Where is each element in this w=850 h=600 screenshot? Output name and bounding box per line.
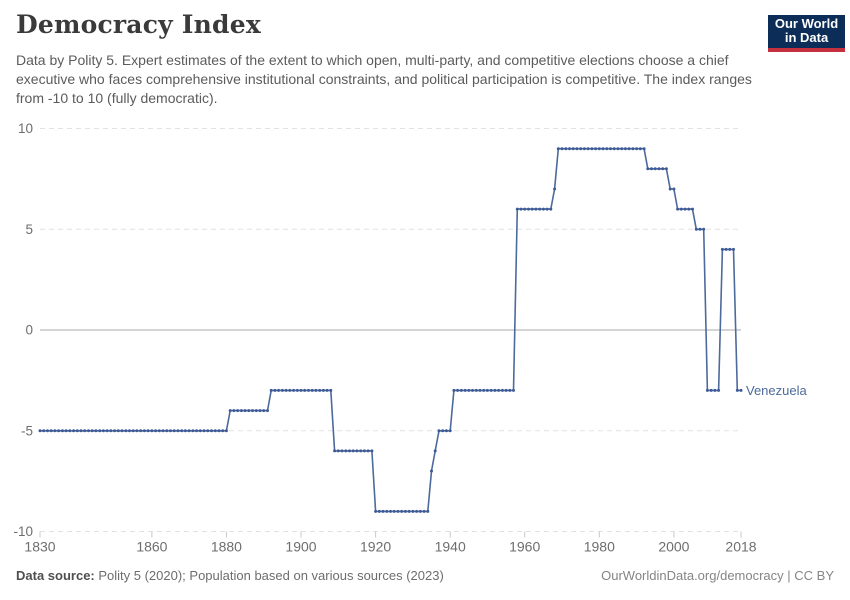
- x-axis-label: 1960: [509, 539, 540, 555]
- owid-logo-line2: in Data: [784, 30, 829, 45]
- y-axis-label: -10: [13, 524, 33, 539]
- x-axis-label: 1940: [435, 539, 466, 555]
- data-source-label: Data source:: [16, 568, 95, 583]
- x-axis-label: 1860: [136, 539, 167, 555]
- owid-logo[interactable]: Our World in Data: [768, 15, 845, 52]
- venezuela-data-points[interactable]: [38, 147, 743, 513]
- x-axis-label: 1880: [211, 539, 242, 555]
- x-axis-label: 2018: [725, 539, 756, 555]
- y-axis-label: 5: [25, 222, 33, 237]
- data-source-text: Polity 5 (2020); Population based on var…: [94, 568, 444, 583]
- owid-url-license-link[interactable]: OurWorldinData.org/democracy | CC BY: [601, 568, 834, 583]
- x-axis-label: 2000: [658, 539, 689, 555]
- y-axis-label: -5: [21, 423, 33, 438]
- x-axis-label: 1920: [360, 539, 391, 555]
- series-label-venezuela[interactable]: Venezuela: [746, 383, 807, 398]
- x-axis-label: 1980: [584, 539, 615, 555]
- owid-logo-line1: Our World: [774, 16, 839, 31]
- x-axis-label: 1900: [285, 539, 316, 555]
- x-axis-label: 1830: [24, 539, 55, 555]
- y-axis-label: 10: [18, 121, 33, 136]
- page-title: Democracy Index: [16, 10, 261, 39]
- chart-subtitle: Data by Polity 5. Expert estimates of th…: [16, 52, 752, 106]
- data-source: Data source: Polity 5 (2020); Population…: [16, 568, 444, 583]
- y-axis-label: 0: [25, 323, 33, 338]
